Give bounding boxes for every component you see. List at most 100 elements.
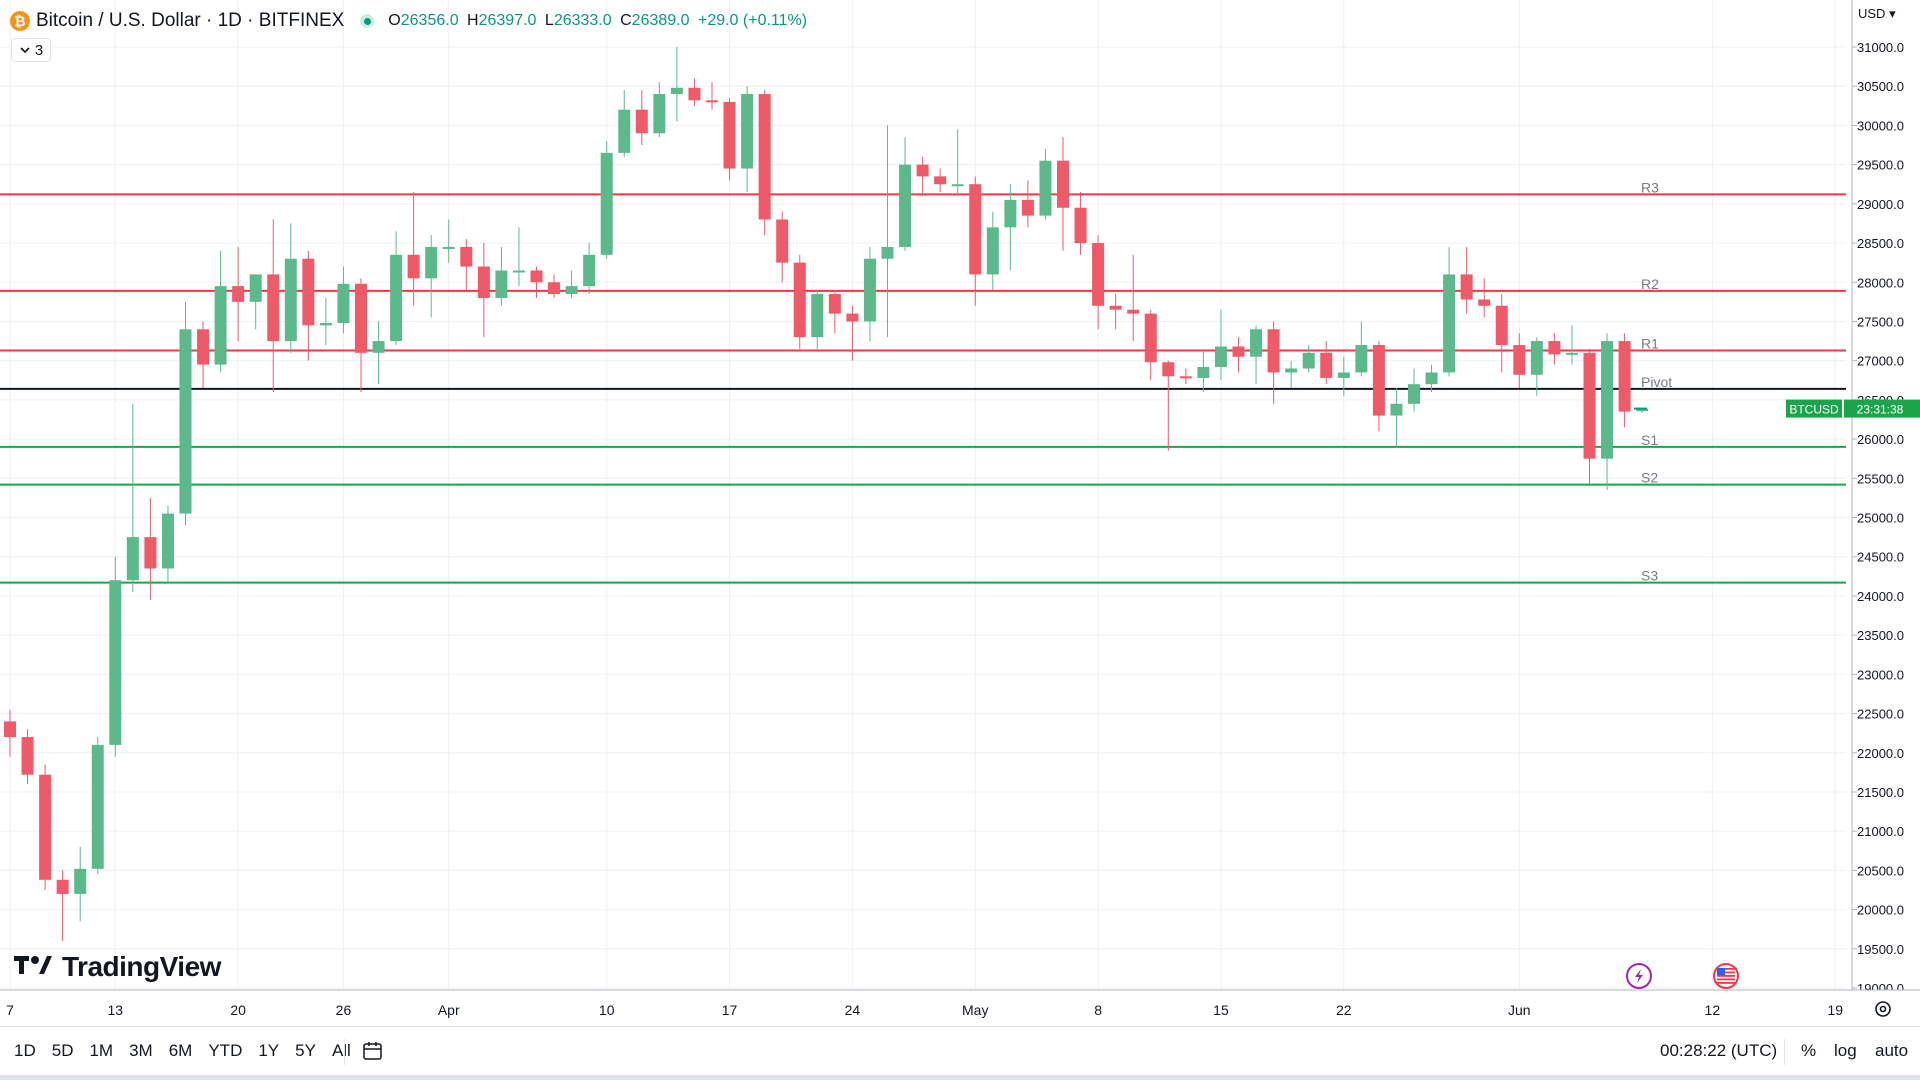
- candle-body: [1390, 403, 1403, 416]
- candle-body: [1074, 207, 1087, 244]
- candle-body: [1601, 341, 1614, 459]
- tradingview-logo[interactable]: TradingView: [14, 950, 221, 984]
- candle-body: [1478, 299, 1491, 306]
- candle-body: [109, 580, 122, 745]
- candle-body: [741, 94, 754, 169]
- candle-body: [670, 87, 683, 95]
- candle: [4, 709, 16, 757]
- settings-gear-icon[interactable]: [1875, 1001, 1891, 1017]
- flag-stripe: [1717, 982, 1735, 984]
- candle: [811, 290, 824, 349]
- indicators-toggle-button[interactable]: 3: [11, 38, 51, 62]
- price-tick-label: 19500.0: [1857, 942, 1904, 957]
- candle-body: [863, 258, 876, 322]
- candle-body: [319, 323, 332, 326]
- range-1m[interactable]: 1M: [89, 1041, 114, 1060]
- range-all[interactable]: All: [331, 1041, 351, 1060]
- currency-selector[interactable]: USD ▾: [1858, 6, 1896, 22]
- candle-body: [284, 258, 297, 342]
- candle-body: [1267, 329, 1280, 373]
- candle: [1618, 333, 1631, 428]
- range-1y[interactable]: 1Y: [258, 1041, 280, 1060]
- candle-body: [1232, 346, 1245, 357]
- candle: [495, 246, 508, 306]
- candle: [986, 211, 999, 291]
- candle-body: [1320, 352, 1333, 378]
- candle: [249, 274, 262, 330]
- candle: [583, 243, 596, 295]
- price-tick-label: 23500.0: [1857, 628, 1904, 643]
- candle-body: [951, 184, 964, 187]
- toolbar-divider: [344, 1039, 345, 1065]
- range-ytd[interactable]: YTD: [208, 1041, 243, 1060]
- candle: [618, 90, 631, 157]
- price-countdown-bg: [1844, 399, 1920, 418]
- range-6m[interactable]: 6M: [168, 1041, 193, 1060]
- flag-stripe: [1717, 968, 1735, 970]
- log-scale-toggle[interactable]: log: [1834, 1041, 1857, 1060]
- change-value: +29.0 (+0.11%): [697, 12, 808, 29]
- candle-body: [565, 286, 578, 295]
- candle: [1337, 356, 1350, 396]
- currency-label: USD: [1858, 6, 1886, 21]
- candle: [723, 97, 736, 181]
- candle-body: [688, 87, 701, 101]
- price-tick-label: 27500.0: [1857, 314, 1904, 329]
- price-tick-label: 25000.0: [1857, 511, 1904, 526]
- candle-body: [1530, 341, 1543, 375]
- candle: [390, 231, 403, 345]
- price-axis-bg: [1852, 0, 1920, 990]
- range-5y[interactable]: 5Y: [295, 1041, 316, 1060]
- level-label-r1: R1: [1641, 335, 1659, 351]
- candle: [530, 266, 543, 298]
- bitcoin-icon: ₿: [10, 11, 30, 31]
- us-flag-event-icon[interactable]: [1713, 963, 1739, 989]
- candle-body: [407, 254, 420, 279]
- level-label-s2: S2: [1641, 470, 1658, 486]
- calendar-replay-icon[interactable]: [362, 1040, 384, 1062]
- auto-scale-toggle[interactable]: auto: [1875, 1041, 1909, 1060]
- candle: [56, 870, 69, 941]
- candle-body: [618, 109, 631, 153]
- time-axis: 7 13 20 26 Apr 10 17 24 May 8 15 22 Jun 12 19: [0, 989, 1920, 1026]
- time-tick-label: Apr: [438, 1002, 460, 1018]
- candle-body: [4, 721, 16, 738]
- candle-body: [144, 537, 157, 569]
- candle-body: [1021, 199, 1034, 216]
- candle-body: [21, 737, 34, 775]
- lightning-bolt: [1635, 969, 1643, 983]
- candle-body: [372, 341, 385, 353]
- price-tick-label: 24500.0: [1857, 550, 1904, 565]
- time-axis-bg: [0, 990, 1920, 1026]
- candle: [1372, 341, 1385, 432]
- range-1d[interactable]: 1D: [14, 1041, 36, 1060]
- candle: [741, 86, 754, 193]
- candle-body: [390, 254, 403, 342]
- candle-body: [1495, 305, 1508, 345]
- percent-scale-toggle[interactable]: %: [1801, 1041, 1817, 1060]
- candle-body: [442, 246, 455, 249]
- tradingview-mark-icon: [14, 950, 52, 984]
- flag-stripe: [1717, 978, 1735, 981]
- chevron-down-icon: [20, 47, 30, 54]
- grid-lines: [0, 0, 1846, 990]
- candle-body: [337, 283, 350, 324]
- candle: [548, 274, 561, 298]
- range-3m[interactable]: 3M: [129, 1041, 153, 1060]
- level-label-r3: R3: [1641, 179, 1659, 195]
- candle: [793, 254, 806, 349]
- candle-body: [460, 246, 473, 267]
- candle: [635, 90, 648, 146]
- price-tick-label: 22000.0: [1857, 746, 1904, 761]
- candle: [126, 403, 139, 592]
- range-5d[interactable]: 5D: [51, 1041, 74, 1060]
- toolbar-divider: [1784, 1039, 1785, 1065]
- symbol-title[interactable]: Bitcoin / U.S. Dollar · 1D · BITFINEX: [36, 10, 345, 31]
- candle-body: [1179, 376, 1192, 379]
- candle: [1355, 321, 1368, 377]
- utc-clock[interactable]: 00:28:22 (UTC): [1660, 1041, 1778, 1060]
- lightning-event-icon[interactable]: [1626, 963, 1652, 989]
- candle: [1425, 364, 1438, 393]
- candle-body: [1565, 352, 1578, 355]
